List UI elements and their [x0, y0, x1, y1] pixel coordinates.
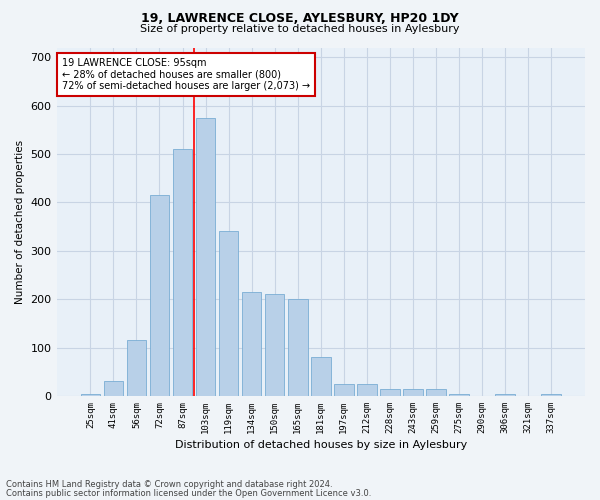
- Text: Size of property relative to detached houses in Aylesbury: Size of property relative to detached ho…: [140, 24, 460, 34]
- Bar: [426, 388, 446, 396]
- Bar: [449, 394, 469, 396]
- Y-axis label: Number of detached properties: Number of detached properties: [15, 140, 25, 304]
- Bar: [334, 384, 353, 396]
- Bar: [541, 394, 561, 396]
- Bar: [104, 382, 123, 396]
- Bar: [173, 149, 193, 396]
- Bar: [496, 394, 515, 396]
- Bar: [265, 294, 284, 396]
- Text: 19, LAWRENCE CLOSE, AYLESBURY, HP20 1DY: 19, LAWRENCE CLOSE, AYLESBURY, HP20 1DY: [141, 12, 459, 26]
- X-axis label: Distribution of detached houses by size in Aylesbury: Distribution of detached houses by size …: [175, 440, 467, 450]
- Text: 19 LAWRENCE CLOSE: 95sqm
← 28% of detached houses are smaller (800)
72% of semi-: 19 LAWRENCE CLOSE: 95sqm ← 28% of detach…: [62, 58, 310, 91]
- Bar: [149, 195, 169, 396]
- Bar: [196, 118, 215, 396]
- Bar: [127, 340, 146, 396]
- Bar: [357, 384, 377, 396]
- Bar: [219, 232, 238, 396]
- Bar: [380, 388, 400, 396]
- Bar: [311, 357, 331, 396]
- Bar: [242, 292, 262, 396]
- Bar: [288, 299, 308, 396]
- Text: Contains HM Land Registry data © Crown copyright and database right 2024.: Contains HM Land Registry data © Crown c…: [6, 480, 332, 489]
- Text: Contains public sector information licensed under the Open Government Licence v3: Contains public sector information licen…: [6, 490, 371, 498]
- Bar: [403, 388, 423, 396]
- Bar: [80, 394, 100, 396]
